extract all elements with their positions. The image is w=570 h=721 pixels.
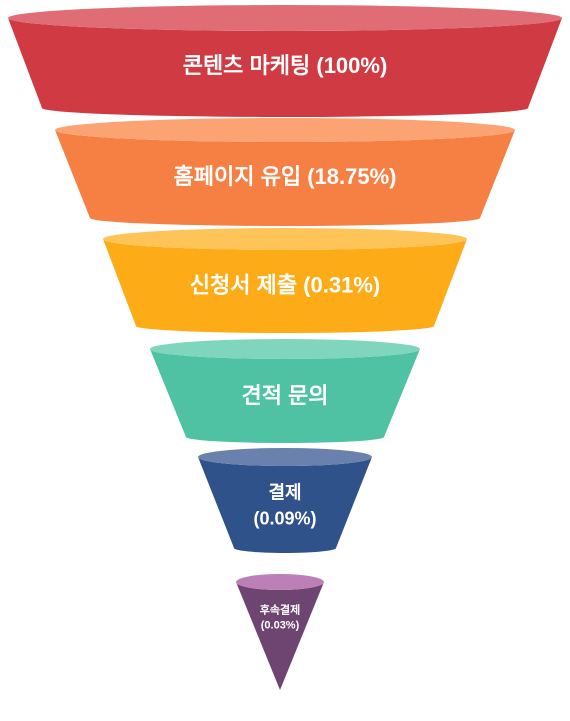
funnel-stage-top [103,228,467,250]
funnel-stage-5: 결제 (0.09%) [198,448,372,553]
funnel-stage-label: 결제 [268,482,301,502]
funnel-stage-6: 후속결제 (0.03%) [236,574,324,690]
funnel-stage-top [236,574,324,590]
funnel-stage-top [198,448,372,466]
funnel-stage-label: 콘텐츠 마케팅 (100%) [183,53,388,78]
funnel-stage-4: 견적 문의 [150,339,420,443]
funnel-stage-body [8,18,562,117]
funnel-stage-1: 콘텐츠 마케팅 (100%) [8,5,562,117]
funnel-stage-top [8,5,562,31]
funnel-stage-label: 홈페이지 유입 (18.75%) [174,164,397,189]
funnel-stage-label: 신청서 제출 (0.31%) [190,272,380,297]
funnel-stage-body [236,582,324,690]
funnel-stage-3: 신청서 제출 (0.31%) [103,228,467,333]
funnel-stage-top [150,339,420,359]
funnel-stage-body [55,130,515,226]
funnel-stage-top [55,118,515,142]
funnel-stage-body [198,457,372,553]
funnel-stage-label: 견적 문의 [241,383,328,408]
funnel-stage-body [150,349,420,443]
funnel-stage-label: (0.03%) [261,619,300,631]
funnel-stage-2: 홈페이지 유입 (18.75%) [55,118,515,226]
funnel-stage-label: (0.09%) [253,508,316,528]
funnel-stage-body [103,239,467,333]
funnel-stages: 콘텐츠 마케팅 (100%) 홈페이지 유입 (18.75%) 신청서 제출 (0.… [8,5,562,690]
funnel-stage-label: 후속결제 [260,602,300,616]
